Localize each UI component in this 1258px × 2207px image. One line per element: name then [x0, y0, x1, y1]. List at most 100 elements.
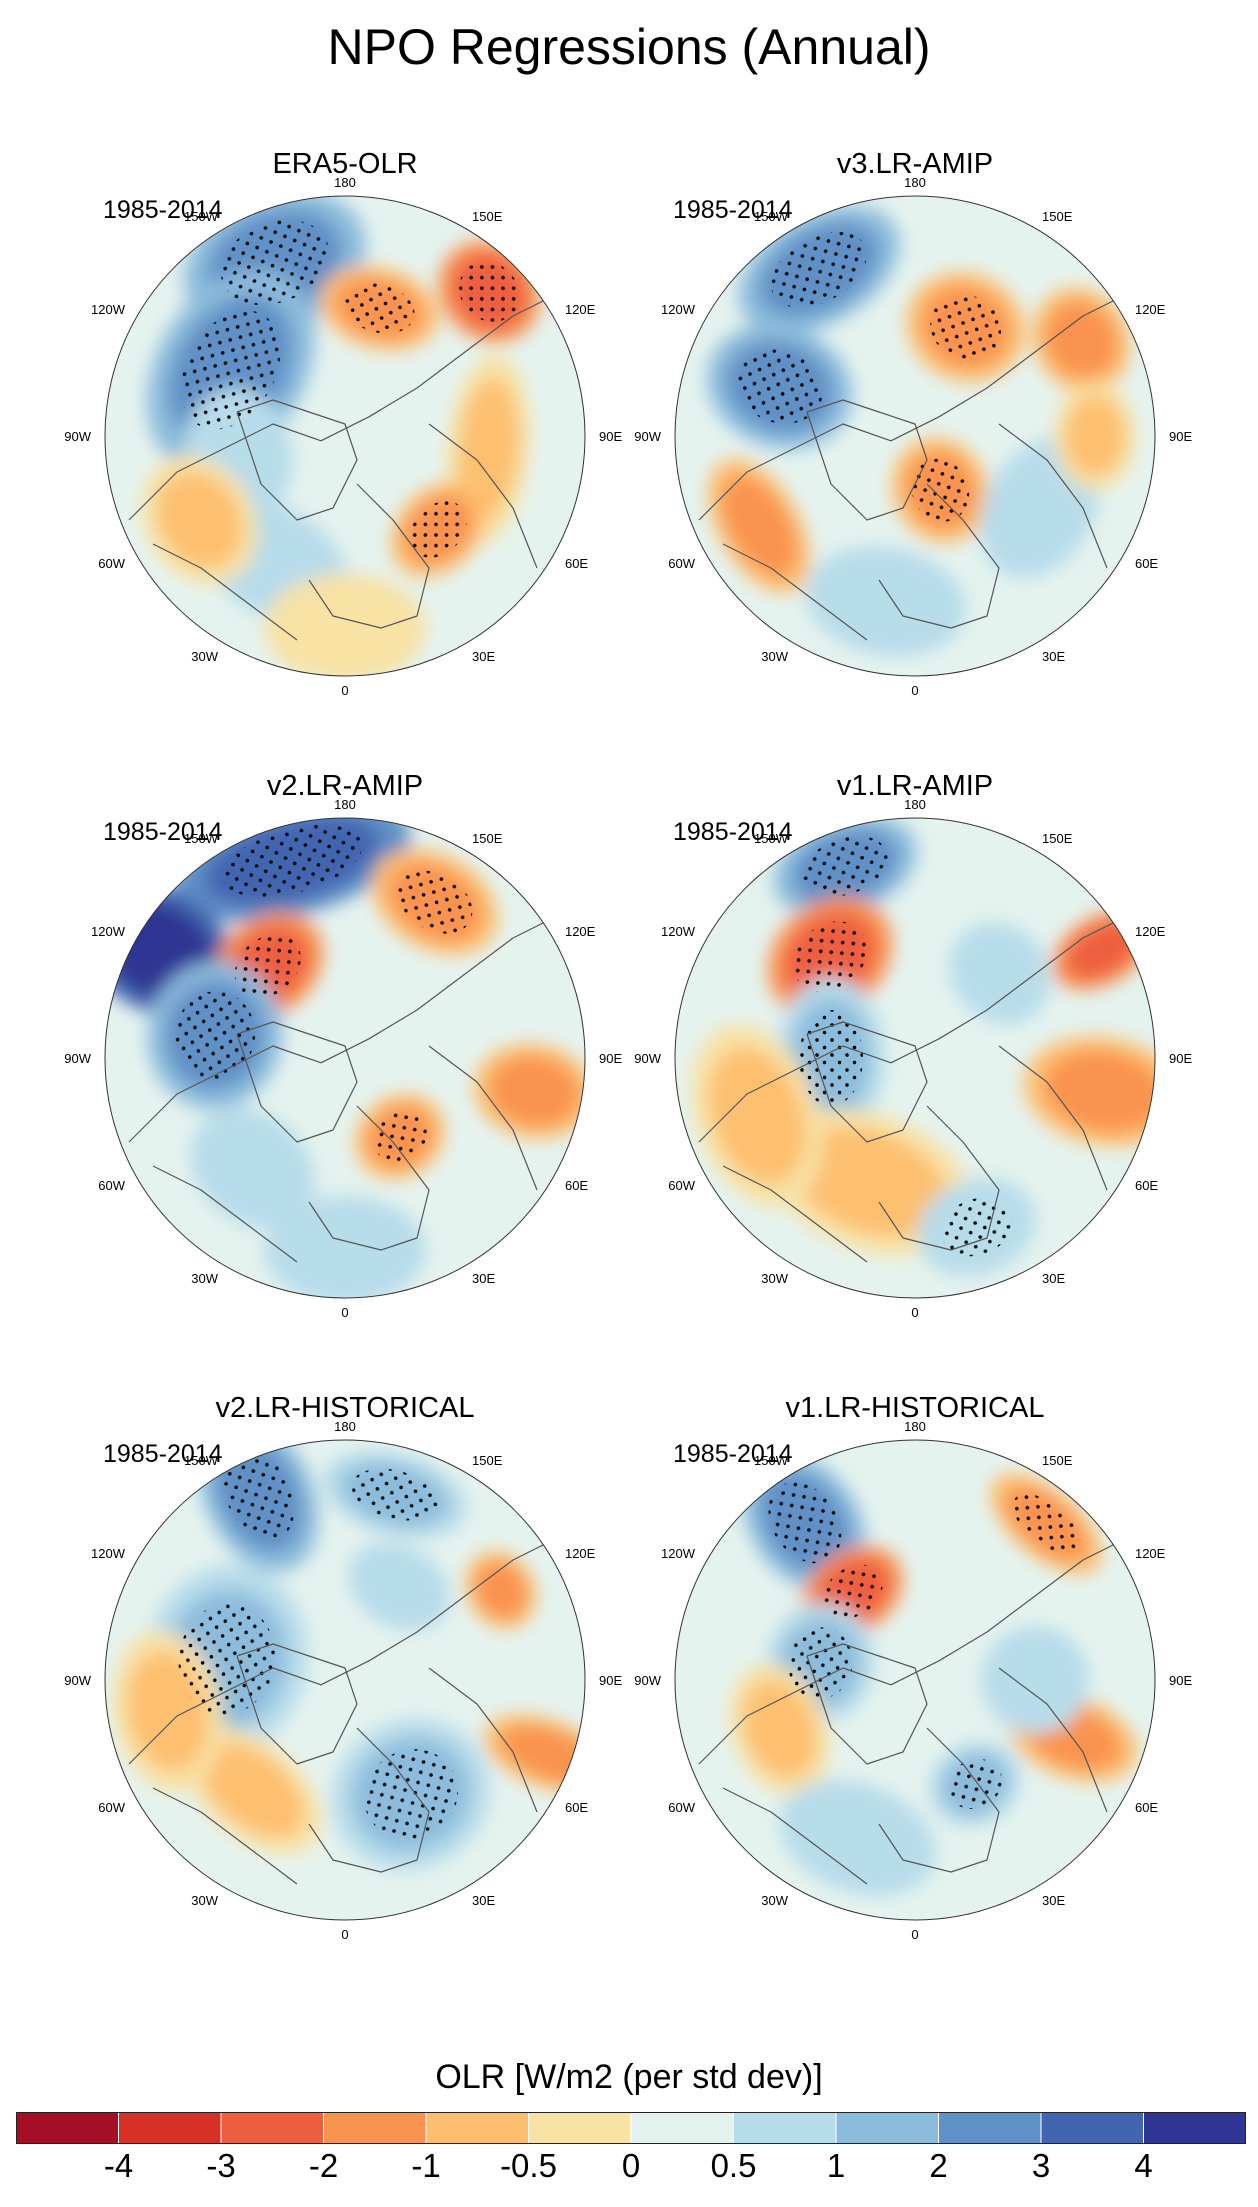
longitude-label: 30W: [761, 1893, 788, 1908]
longitude-label: 60W: [98, 556, 125, 571]
longitude-label: 90E: [599, 1673, 622, 1688]
panel-title: v2.LR-AMIP: [266, 770, 424, 802]
longitude-label: 150E: [472, 831, 503, 846]
colorbar-title: OLR [W/m2 (per std dev)]: [435, 2058, 823, 2096]
longitude-label: 90W: [64, 429, 91, 444]
longitude-label: 0: [911, 1927, 918, 1942]
longitude-label: 0: [341, 1305, 348, 1320]
longitude-label: 150W: [184, 209, 219, 224]
longitude-label: 150E: [472, 209, 503, 224]
colorbar-tick-label: -2: [308, 2147, 339, 2184]
colorbar-tick-label: 0: [621, 2147, 641, 2184]
longitude-label: 0: [911, 683, 918, 698]
longitude-label: 120W: [661, 302, 696, 317]
longitude-label: 30E: [472, 1271, 495, 1286]
longitude-label: 150W: [754, 831, 789, 846]
period-label: 1985-2014: [103, 196, 223, 224]
panel-v1-lr-historical: v1.LR-HISTORICAL 1985-2014 180 0 150E 120E 9…: [634, 1392, 1195, 1952]
longitude-label: 120E: [1135, 1546, 1166, 1561]
longitude-label: 90E: [1169, 1051, 1192, 1066]
period-label: 1985-2014: [103, 818, 223, 846]
longitude-label: 90W: [634, 1051, 661, 1066]
panel-title: ERA5-OLR: [272, 148, 418, 180]
longitude-label: 120W: [91, 1546, 126, 1561]
colorbar-swatch: [426, 2112, 529, 2144]
panel-era5-olr: ERA5-OLR 1985-2014 180 0 150E 120E 90E 60E 30E…: [64, 148, 625, 708]
colorbar-swatch: [16, 2112, 119, 2144]
colorbar-swatch: [221, 2112, 324, 2144]
longitude-label: 60E: [1135, 556, 1158, 571]
longitude-label: 180: [334, 175, 356, 190]
longitude-label: 120E: [565, 924, 596, 939]
figure-title: NPO Regressions (Annual): [327, 19, 931, 75]
longitude-label: 0: [341, 1927, 348, 1942]
colorbar-tick-label: -3: [206, 2147, 236, 2184]
polar-map: 180 0 150E 120E 90E 60E 30E 150W 120W 90W 60W 30W: [64, 1419, 622, 1942]
polar-map: 180 0 150E 120E 90E 60E 30E 150W 120W 90W 60W 30W: [634, 175, 1192, 698]
longitude-label: 150E: [472, 1453, 503, 1468]
longitude-label: 120W: [661, 1546, 696, 1561]
longitude-label: 120E: [1135, 302, 1166, 317]
colorbar-swatch: [118, 2112, 222, 2144]
longitude-label: 60W: [98, 1178, 125, 1193]
longitude-label: 90W: [64, 1673, 91, 1688]
longitude-label: 150W: [754, 209, 789, 224]
period-label: 1985-2014: [103, 1440, 223, 1468]
longitude-label: 90W: [64, 1051, 91, 1066]
longitude-label: 60W: [668, 1800, 695, 1815]
longitude-label: 30W: [191, 649, 218, 664]
longitude-label: 150W: [754, 1453, 789, 1468]
polar-map: 180 0 150E 120E 90E 60E 30E 150W 120W 90W 60W 30W: [64, 175, 622, 698]
longitude-label: 30W: [191, 1271, 218, 1286]
colorbar-tick-label: -4: [103, 2147, 134, 2184]
longitude-label: 150E: [1042, 1453, 1073, 1468]
colorbar-tick-label: 4: [1134, 2147, 1153, 2184]
longitude-label: 30E: [472, 1893, 495, 1908]
panel-v2-lr-amip: v2.LR-AMIP 1985-2014 180 0 150E 120E 90E 60E 3…: [64, 770, 625, 1330]
longitude-label: 30E: [1042, 649, 1065, 664]
panel-title: v3.LR-AMIP: [836, 148, 994, 180]
longitude-label: 90E: [1169, 429, 1192, 444]
longitude-label: 120E: [565, 1546, 596, 1561]
polar-map: 180 0 150E 120E 90E 60E 30E 150W 120W 90W 60W 30W: [634, 797, 1192, 1320]
longitude-label: 60E: [1135, 1178, 1158, 1193]
longitude-label: 150W: [184, 831, 219, 846]
colorbar-swatch: [1041, 2112, 1144, 2144]
longitude-label: 90E: [599, 429, 622, 444]
panel-v3-lr-amip: v3.LR-AMIP 1985-2014 180 0 150E 120E 90E 60E 3…: [634, 148, 1195, 708]
longitude-label: 60E: [1135, 1800, 1158, 1815]
longitude-label: 30W: [191, 1893, 218, 1908]
panel-v1-lr-amip: v1.LR-AMIP 1985-2014 180 0 150E 120E 90E 60E 3…: [634, 770, 1195, 1330]
longitude-label: 60W: [668, 1178, 695, 1193]
colorbar: [16, 2112, 1246, 2144]
longitude-label: 60E: [565, 1800, 588, 1815]
longitude-label: 180: [334, 797, 356, 812]
longitude-label: 30E: [1042, 1893, 1065, 1908]
longitude-label: 120E: [565, 302, 596, 317]
colorbar-tick-label: 0.5: [710, 2147, 757, 2184]
longitude-label: 30E: [472, 649, 495, 664]
longitude-label: 0: [341, 683, 348, 698]
colorbar-swatch: [528, 2112, 632, 2144]
longitude-label: 0: [911, 1305, 918, 1320]
longitude-label: 30W: [761, 649, 788, 664]
colorbar-swatch: [631, 2112, 734, 2144]
colorbar-swatch: [1143, 2112, 1246, 2144]
colorbar-tick-label: -0.5: [500, 2147, 557, 2184]
longitude-label: 30W: [761, 1271, 788, 1286]
longitude-label: 60E: [565, 556, 588, 571]
colorbar-tick-label: -1: [411, 2147, 441, 2184]
panel-title: v2.LR-HISTORICAL: [215, 1392, 475, 1424]
longitude-label: 60W: [98, 1800, 125, 1815]
longitude-label: 120W: [91, 302, 126, 317]
period-label: 1985-2014: [673, 1440, 793, 1468]
longitude-label: 180: [904, 797, 926, 812]
longitude-label: 180: [334, 1419, 356, 1434]
colorbar-swatch: [733, 2112, 837, 2144]
colorbar-swatch: [836, 2112, 939, 2144]
polar-map: 180 0 150E 120E 90E 60E 30E 150W 120W 90W 60W 30W: [634, 1419, 1192, 1942]
longitude-label: 120W: [661, 924, 696, 939]
longitude-label: 120E: [1135, 924, 1166, 939]
longitude-label: 60E: [565, 1178, 588, 1193]
longitude-label: 180: [904, 175, 926, 190]
